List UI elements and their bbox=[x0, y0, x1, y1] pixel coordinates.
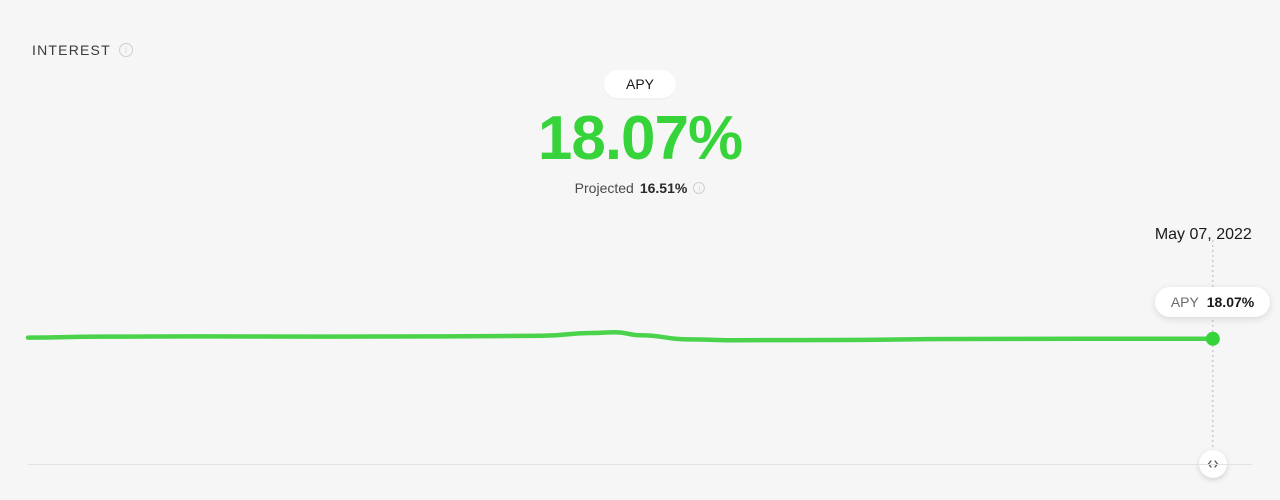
apy-chart[interactable] bbox=[28, 280, 1252, 400]
rate-summary: APY 18.07% Projected 16.51% i bbox=[538, 70, 742, 196]
info-icon[interactable]: i bbox=[119, 43, 133, 57]
current-point-marker bbox=[1206, 332, 1220, 346]
apy-series-line bbox=[28, 332, 1213, 340]
apy-pill[interactable]: APY bbox=[604, 70, 676, 98]
line-chart-svg[interactable] bbox=[28, 280, 1252, 400]
section-title: INTEREST bbox=[32, 42, 111, 58]
cursor-date-label: May 07, 2022 bbox=[1155, 226, 1252, 244]
projected-row: Projected 16.51% i bbox=[575, 180, 706, 196]
projected-label: Projected bbox=[575, 180, 634, 196]
info-icon[interactable]: i bbox=[693, 182, 705, 194]
cursor-tooltip: APY 18.07% bbox=[1155, 287, 1270, 317]
current-apy-value: 18.07% bbox=[538, 108, 742, 170]
tooltip-label: APY bbox=[1171, 294, 1199, 310]
tooltip-value: 18.07% bbox=[1207, 294, 1254, 310]
chart-baseline bbox=[28, 464, 1252, 465]
projected-value: 16.51% bbox=[640, 180, 687, 196]
